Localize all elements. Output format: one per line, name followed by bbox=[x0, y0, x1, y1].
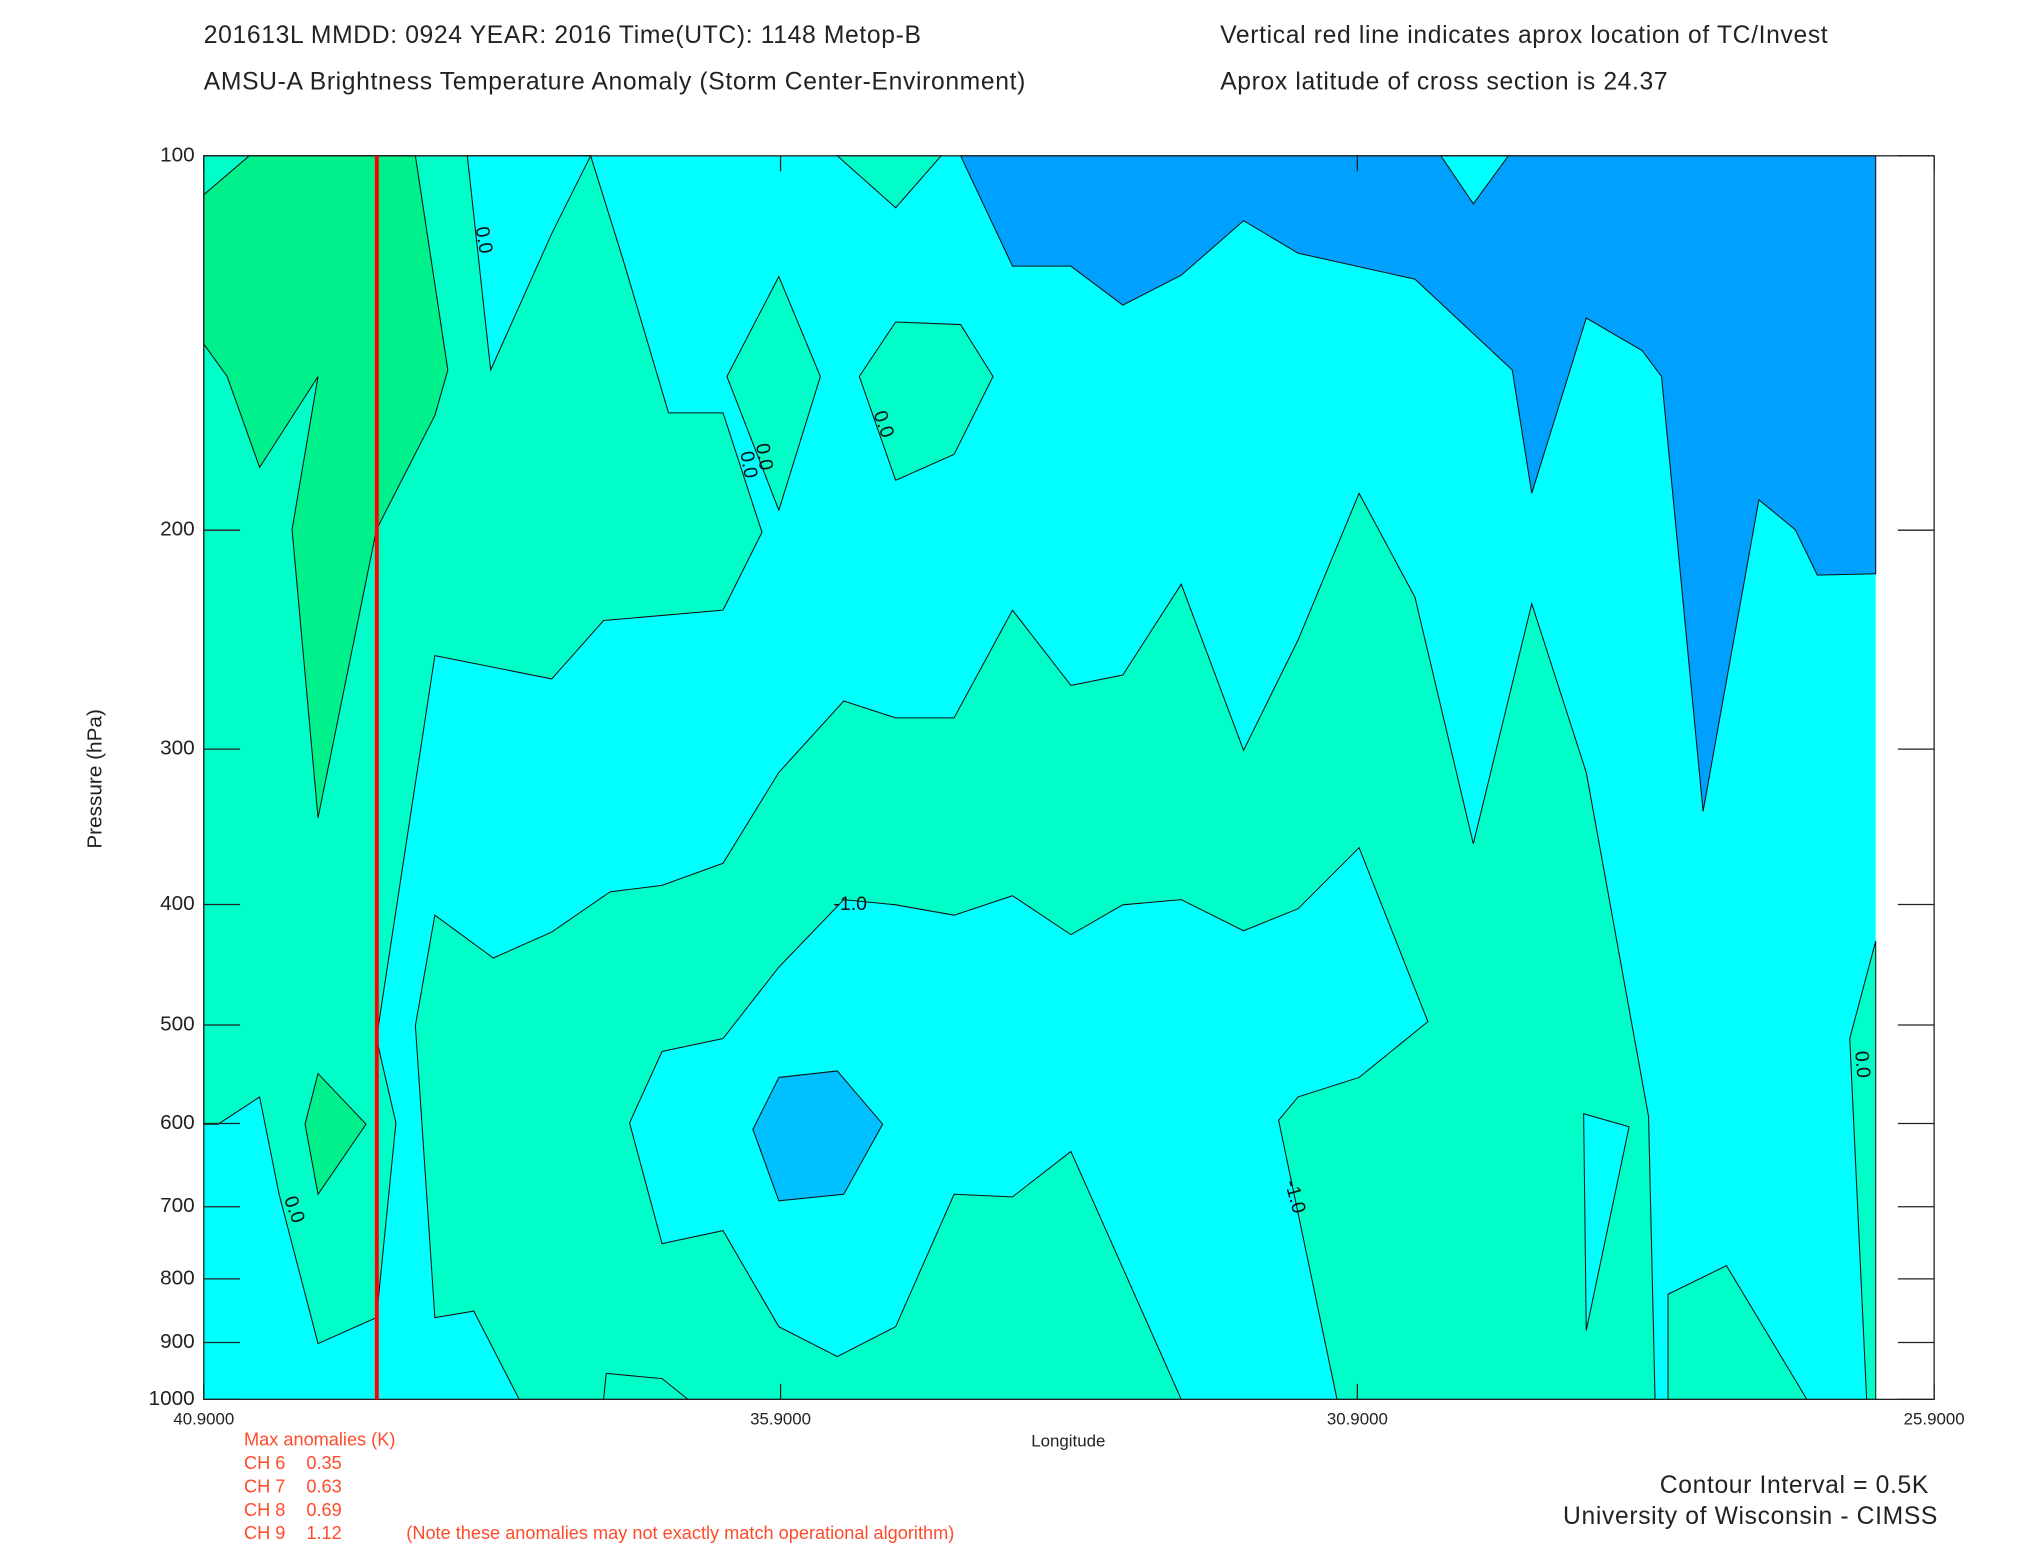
header: AMSU-A Brightness Temperature Anomaly (S… bbox=[204, 69, 1026, 96]
anomaly-channel: CH 6 bbox=[244, 1453, 285, 1473]
anomaly-value: 1.12 bbox=[306, 1523, 341, 1543]
y-tick-label: 700 bbox=[160, 1194, 195, 1217]
contour-fill bbox=[726, 275, 821, 512]
y-tick-label: 100 bbox=[160, 143, 195, 166]
contour-label: 0.0 bbox=[1850, 1050, 1874, 1079]
contour-label: 0.0 bbox=[735, 449, 761, 480]
header: Vertical red line indicates aprox locati… bbox=[1220, 22, 1828, 49]
x-axis-label: Longitude bbox=[1031, 1432, 1105, 1451]
y-tick-label: 1000 bbox=[149, 1387, 195, 1410]
contour-fill bbox=[959, 155, 1877, 812]
credit: University of Wisconsin - CIMSS bbox=[1563, 1503, 1938, 1530]
contour-fill bbox=[1583, 1113, 1630, 1331]
contour-fills bbox=[203, 155, 1877, 1400]
anomaly-channel: CH 7 bbox=[244, 1476, 285, 1496]
y-axis-label: Pressure (hPa) bbox=[84, 709, 107, 849]
x-tick-label: 40.9000 bbox=[173, 1410, 234, 1429]
anomaly-channel: CH 9 bbox=[244, 1523, 285, 1543]
y-tick-label: 200 bbox=[160, 518, 195, 541]
contour-fill bbox=[304, 1072, 367, 1196]
contour-fill bbox=[414, 492, 1656, 1400]
y-tick-label: 600 bbox=[160, 1111, 195, 1134]
plot-frame bbox=[203, 155, 1935, 1401]
x-tick-label: 25.9000 bbox=[1904, 1410, 1965, 1429]
anomalies-title: Max anomalies (K) bbox=[244, 1430, 395, 1450]
x-tick-label: 35.9000 bbox=[750, 1410, 811, 1429]
anomaly-value: 0.69 bbox=[306, 1500, 341, 1520]
contour-fill bbox=[858, 321, 994, 482]
anomaly-channel: CH 8 bbox=[244, 1500, 285, 1520]
note: (Note these anomalies may not exactly ma… bbox=[406, 1523, 954, 1543]
header: 201613L MMDD: 0924 YEAR: 2016 Time(UTC):… bbox=[204, 22, 922, 49]
header: Aprox latitude of cross section is 24.37 bbox=[1220, 69, 1668, 96]
y-tick-label: 400 bbox=[160, 892, 195, 915]
y-tick-label: 900 bbox=[160, 1330, 195, 1353]
contour-label: -1.0 bbox=[833, 893, 867, 915]
contour-label: 0.0 bbox=[471, 225, 497, 256]
y-tick-label: 800 bbox=[160, 1266, 195, 1289]
x-tick-label: 30.9000 bbox=[1327, 1410, 1388, 1429]
anomaly-value: 0.35 bbox=[306, 1453, 341, 1473]
contour-interval: Contour Interval = 0.5K bbox=[1660, 1472, 1929, 1499]
y-tick-label: 500 bbox=[160, 1013, 195, 1036]
contour-fill bbox=[752, 1070, 884, 1202]
y-tick-label: 300 bbox=[160, 737, 195, 760]
anomaly-value: 0.63 bbox=[306, 1476, 341, 1496]
contour-label: 0.0 bbox=[751, 442, 777, 473]
